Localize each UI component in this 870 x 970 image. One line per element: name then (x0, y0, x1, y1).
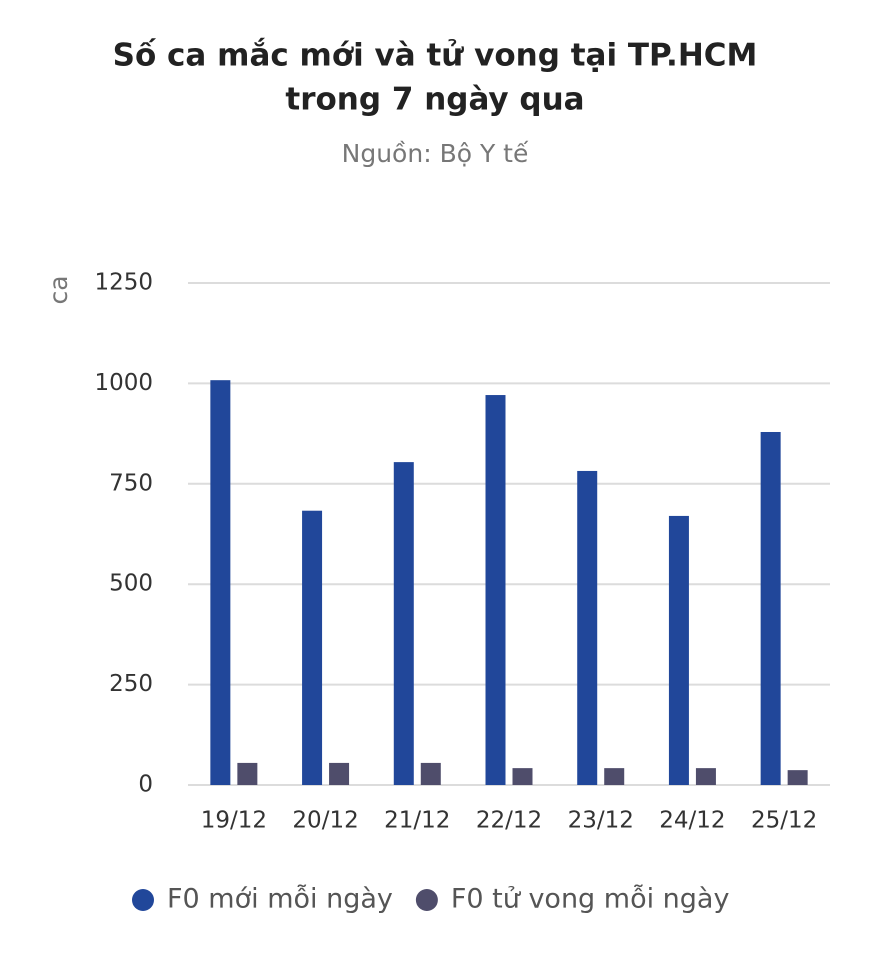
y-tick-label: 750 (109, 470, 153, 496)
legend-marker (132, 889, 154, 911)
bar (695, 768, 716, 785)
y-tick-label: 0 (138, 772, 153, 798)
legend-label: F0 mới mỗi ngày (167, 884, 393, 915)
bar (577, 470, 598, 785)
bar (787, 770, 808, 785)
bar (512, 768, 533, 785)
y-tick-label: 1000 (94, 370, 153, 396)
x-tick-label: 24/12 (659, 808, 725, 834)
x-tick-label: 25/12 (751, 808, 817, 834)
chart-subtitle: Nguồn: Bộ Y tế (342, 139, 529, 168)
y-tick-label: 1250 (94, 270, 153, 296)
bar (237, 762, 258, 785)
x-tick-label: 21/12 (384, 808, 450, 834)
y-tick-label: 250 (109, 671, 153, 697)
bar (329, 762, 350, 785)
bar (420, 762, 441, 785)
x-tick-label: 20/12 (292, 808, 358, 834)
y-tick-label: 500 (109, 571, 153, 597)
bar (485, 395, 506, 785)
chart-title: Số ca mắc mới và tử vong tại TP.HCM (113, 38, 758, 74)
legend-marker (415, 889, 438, 911)
x-tick-label: 22/12 (476, 808, 542, 834)
y-axis-label: ca (44, 275, 73, 304)
bar (302, 510, 323, 785)
legend-label: F0 tử vong mỗi ngày (451, 884, 730, 915)
bar (760, 431, 781, 785)
bar (210, 380, 231, 785)
x-tick-label: 23/12 (568, 808, 634, 834)
bar (393, 462, 414, 785)
chart-title: trong 7 ngày qua (285, 82, 584, 118)
x-tick-label: 19/12 (201, 808, 267, 834)
bar (604, 768, 625, 785)
bar (668, 515, 689, 785)
